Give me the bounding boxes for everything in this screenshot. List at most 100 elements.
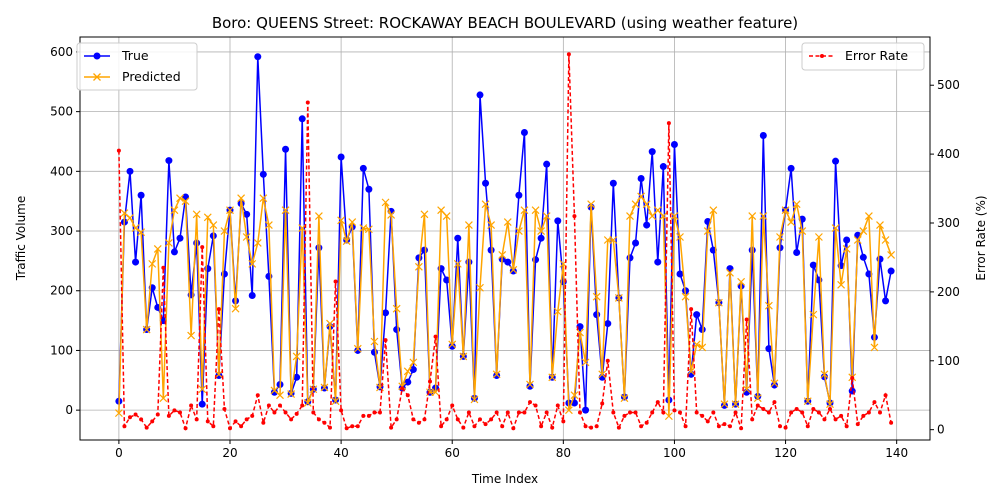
predicted-point xyxy=(759,212,768,221)
predicted-point xyxy=(259,194,268,203)
error-rate-point xyxy=(305,100,310,105)
predicted-point xyxy=(231,304,240,313)
y-tick-label: 200 xyxy=(50,284,73,298)
error-rate-point xyxy=(378,410,382,415)
true-point xyxy=(370,348,378,356)
predicted-point xyxy=(570,391,579,400)
predicted-point xyxy=(726,268,734,277)
error-rate-point xyxy=(339,408,344,413)
error-rate-point xyxy=(222,407,227,411)
error-rate-point xyxy=(555,403,560,408)
error-rate-point xyxy=(155,412,160,417)
y-tick-label: 500 xyxy=(50,105,73,119)
true-point xyxy=(609,179,617,187)
error-rate-point xyxy=(844,424,849,429)
chart-title: Boro: QUEENS Street: ROCKAWAY BEACH BOUL… xyxy=(212,14,798,32)
error-rate-point xyxy=(728,424,732,429)
error-rate-point xyxy=(650,410,655,415)
predicted-point xyxy=(853,236,862,244)
y2-tick-label: 300 xyxy=(937,216,960,230)
error-rate-point xyxy=(616,425,621,430)
predicted-point xyxy=(498,250,507,259)
predicted-point xyxy=(770,379,779,388)
predicted-point xyxy=(514,227,523,235)
predicted-point xyxy=(642,200,651,209)
true-point xyxy=(248,292,256,300)
error-rate-point xyxy=(194,417,199,422)
predicted-point xyxy=(809,310,818,319)
predicted-point xyxy=(826,400,834,409)
predicted-point xyxy=(281,206,290,215)
predicted-point xyxy=(487,221,496,229)
true-point xyxy=(282,145,290,153)
predicted-point xyxy=(503,218,512,227)
legend-left-box xyxy=(76,42,198,91)
error-rate-point xyxy=(789,410,794,415)
predicted-point xyxy=(248,259,257,268)
error-rate-point xyxy=(683,424,688,429)
legend-right-box xyxy=(801,42,925,71)
legend-error-label: Error Rate xyxy=(845,48,908,63)
error-rate-point xyxy=(483,422,488,427)
error-rate-point xyxy=(333,279,338,284)
true-point xyxy=(537,234,545,242)
error-rate-point xyxy=(433,334,438,339)
error-rate-point xyxy=(761,407,766,411)
true-point xyxy=(859,253,867,261)
legend-predicted-label: Predicted xyxy=(122,69,181,84)
error-rate-point xyxy=(405,393,410,398)
error-rate-point xyxy=(550,425,555,430)
true-point xyxy=(809,261,817,269)
legend-true-marker xyxy=(93,52,101,60)
y2-tick-label: 400 xyxy=(937,147,960,161)
legend-true-label: True xyxy=(121,48,149,63)
error-rate-point xyxy=(372,410,377,415)
error-rate-point xyxy=(739,426,744,431)
true-point xyxy=(693,311,701,319)
predicted-point xyxy=(792,200,801,209)
predicted-point xyxy=(181,197,190,206)
true-point xyxy=(543,160,551,168)
predicted-point xyxy=(364,225,373,234)
error-rate-point xyxy=(605,358,610,363)
true-point xyxy=(354,346,362,354)
error-rate-point xyxy=(216,307,221,312)
error-rate-point xyxy=(772,400,777,405)
predicted-point xyxy=(764,301,773,310)
error-rate-point xyxy=(150,419,155,424)
predicted-point xyxy=(537,227,546,235)
predicted-point xyxy=(714,298,723,307)
predicted-point xyxy=(414,262,423,271)
true-point xyxy=(359,164,367,172)
error-rate-point xyxy=(722,422,727,427)
y2-tick-label: 100 xyxy=(937,354,960,368)
error-rate-point xyxy=(711,410,716,415)
predicted-point xyxy=(731,400,740,409)
predicted-point xyxy=(548,373,557,382)
error-rate-point xyxy=(633,410,638,415)
error-rate-point xyxy=(122,424,127,429)
error-rate-point xyxy=(878,410,882,415)
predicted-point xyxy=(264,221,273,229)
y-tick-label: 300 xyxy=(50,224,73,238)
x-tick-label: 0 xyxy=(115,446,123,460)
predicted-point xyxy=(292,352,301,361)
error-rate-point xyxy=(644,420,649,425)
error-rate-point xyxy=(850,376,855,380)
predicted-point xyxy=(326,319,334,328)
predicted-point xyxy=(681,292,690,301)
error-rate-point xyxy=(328,425,332,430)
true-point xyxy=(882,297,890,305)
error-rate-point xyxy=(755,403,760,408)
error-rate-point xyxy=(416,420,421,425)
predicted-point xyxy=(392,304,401,313)
true-point xyxy=(198,400,206,408)
error-rate-point xyxy=(639,424,644,429)
error-rate-point xyxy=(889,420,894,425)
predicted-point xyxy=(320,383,329,392)
true-point xyxy=(132,258,140,266)
predicted-point xyxy=(431,388,440,397)
error-rate-point xyxy=(583,424,588,429)
x-tick-label: 20 xyxy=(222,446,237,460)
